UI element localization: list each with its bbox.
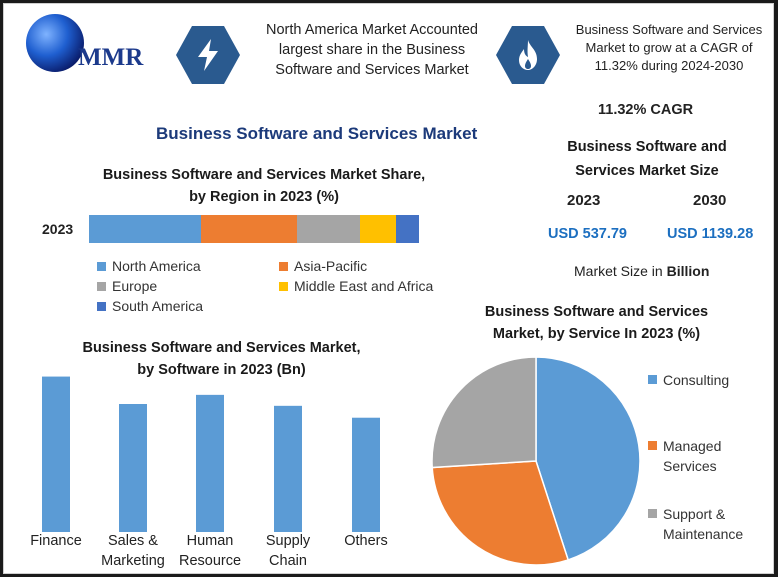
lightning-bolt-icon: [176, 26, 240, 84]
software-tick-label: Finance: [30, 533, 82, 549]
software-chart-title: Business Software and Services Market, b…: [82, 340, 361, 378]
service-legend-item-support-maintenance: Support & Maintenance: [648, 504, 743, 544]
year-2030-label: 2030: [693, 192, 727, 209]
region-legend-item-middle-east-and-africa: Middle East and Africa: [279, 278, 433, 294]
logo-text: MMR: [78, 44, 144, 71]
region-legend-item-asia-pacific: Asia-Pacific: [279, 258, 367, 274]
legend-swatch: [279, 261, 288, 271]
year-2023-label: 2023: [567, 192, 601, 209]
legend-label: Europe: [112, 278, 158, 294]
service-legend-item-consulting: Consulting: [648, 370, 729, 390]
region-chart-category: 2023: [42, 221, 74, 237]
legend-label: Asia-Pacific: [294, 258, 368, 274]
main-title: Business Software and Services Market: [156, 124, 478, 143]
cagr-label: 11.32% CAGR: [598, 102, 694, 118]
legend-swatch: [97, 301, 106, 311]
value-2030: USD 1139.28: [667, 226, 754, 242]
software-tick-label: Supply: [266, 533, 311, 549]
region-segment-south-america: [395, 215, 419, 243]
flame-icon: [496, 26, 560, 84]
legend-label: North America: [112, 258, 201, 274]
software-bar-chart: Finance Sales & Marketing Human Resource Supp…: [30, 376, 388, 569]
software-bar-supply-chain: [274, 405, 302, 532]
region-legend-item-south-america: South America: [97, 298, 203, 314]
software-bar-finance: [42, 376, 70, 532]
region-chart-title: Business Software and Services Market Sh…: [102, 167, 426, 205]
pie-slice-consulting: [535, 356, 641, 561]
globe-logo-icon: [26, 14, 84, 72]
service-pie-chart: [431, 356, 641, 566]
highlight-right: Business Software and Services Market to…: [575, 22, 763, 73]
region-legend-item-north-america: North America: [97, 258, 201, 274]
legend-swatch: [97, 261, 106, 271]
service-chart-title: Business Software and Services Market, b…: [484, 304, 709, 342]
software-tick-label: Resource: [179, 553, 241, 569]
region-segment-middle-east-and-africa: [359, 215, 396, 243]
legend-swatch: [97, 281, 106, 291]
market-size-unit: Market Size in Billion: [574, 263, 710, 279]
pie-slice-support-maintenance: [431, 356, 537, 469]
software-bar-others: [352, 417, 380, 532]
legend-label: Support & Maintenance: [663, 506, 744, 542]
region-stacked-bar: [89, 215, 419, 243]
legend-label: South America: [112, 298, 204, 314]
legend-swatch: [648, 441, 657, 450]
legend-swatch: [279, 281, 288, 291]
legend-label: Consulting: [663, 372, 730, 388]
legend-label: Middle East and Africa: [294, 278, 434, 294]
value-2023: USD 537.79: [548, 226, 627, 242]
pie-slice-managed-services: [431, 460, 570, 566]
software-tick-label: Others: [344, 533, 388, 549]
region-segment-europe: [296, 215, 360, 243]
market-size-title: Business Software and Services Market Si…: [567, 139, 727, 179]
software-bar-human-resource: [196, 394, 224, 532]
infographic-card: MMR North America Market Accounted large…: [3, 3, 774, 574]
legend-label: Managed Services: [663, 438, 722, 474]
region-segment-asia-pacific: [201, 215, 297, 243]
highlight-left: North America Market Accounted largest s…: [266, 22, 478, 78]
region-segment-north-america: [89, 215, 202, 243]
software-tick-label: Human: [187, 533, 234, 549]
software-tick-label: Sales &: [108, 533, 158, 549]
legend-swatch: [648, 509, 657, 518]
service-legend-item-managed-services: Managed Services: [648, 436, 721, 476]
software-tick-label: Chain: [269, 553, 307, 569]
software-bar-sales-marketing: [119, 404, 147, 532]
region-legend-item-europe: Europe: [97, 278, 157, 294]
legend-swatch: [648, 375, 657, 384]
software-tick-label: Marketing: [101, 553, 165, 569]
